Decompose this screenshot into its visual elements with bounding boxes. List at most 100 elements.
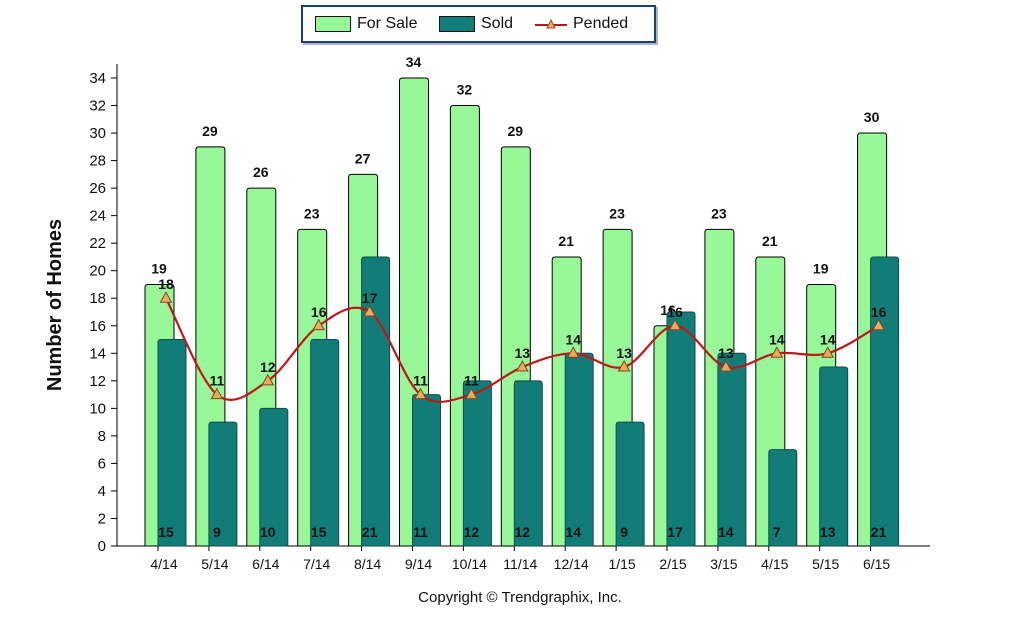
label-pended: 16 — [667, 304, 683, 320]
y-tick-label: 14 — [89, 345, 106, 362]
x-tick-label: 1/15 — [608, 556, 635, 572]
y-tick-label: 12 — [89, 373, 106, 390]
label-sold: 14 — [565, 524, 581, 540]
bar-sold — [310, 339, 340, 547]
label-pended: 14 — [820, 331, 836, 347]
label-sold: 12 — [515, 524, 531, 540]
bar-sold — [666, 311, 696, 547]
legend-label-for-sale: For Sale — [357, 15, 418, 32]
label-sold: 13 — [820, 524, 836, 540]
x-tick-label: 11/14 — [503, 556, 537, 572]
for-sale-swatch-icon — [315, 16, 351, 32]
label-sold: 10 — [260, 524, 276, 540]
legend-label-sold: Sold — [481, 15, 514, 32]
legend-item-for-sale: For Sale — [315, 15, 417, 33]
legend-label-pended: Pended — [573, 15, 629, 32]
label-for-sale: 23 — [711, 205, 727, 221]
bar-sold — [717, 352, 747, 547]
legend-item-pended: Pended — [533, 15, 628, 33]
bar-sold — [259, 407, 289, 547]
label-sold: 15 — [311, 524, 327, 540]
x-tick-label: 12/14 — [554, 556, 589, 572]
label-pended: 16 — [311, 304, 327, 320]
label-sold: 21 — [362, 524, 378, 540]
y-tick-label: 8 — [98, 428, 106, 445]
label-for-sale: 23 — [304, 205, 320, 221]
bar-sold — [870, 256, 900, 547]
label-for-sale: 23 — [609, 205, 625, 221]
y-tick-label: 34 — [89, 70, 106, 87]
x-tick-label: 9/14 — [405, 556, 432, 572]
pended-line-icon — [535, 18, 567, 29]
x-tick-label: 5/14 — [201, 556, 228, 572]
label-for-sale: 30 — [864, 109, 880, 125]
bar-sold — [564, 352, 594, 547]
copyright-text: Copyright © Trendgraphix, Inc. — [418, 589, 622, 606]
label-sold: 14 — [718, 524, 734, 540]
bar-sold — [615, 421, 645, 547]
label-sold: 9 — [620, 524, 628, 540]
x-tick-label: 3/15 — [710, 556, 737, 572]
label-for-sale: 21 — [762, 233, 778, 249]
y-tick-label: 32 — [89, 98, 106, 115]
y-tick-label: 10 — [89, 400, 106, 417]
marker-pended — [821, 346, 835, 358]
y-tick-label: 4 — [98, 483, 106, 500]
label-for-sale: 29 — [508, 123, 524, 139]
sold-swatch-icon — [439, 16, 475, 32]
bar-sold — [208, 421, 238, 547]
marker-pended — [261, 373, 275, 386]
label-sold: 9 — [213, 524, 221, 540]
label-sold: 11 — [413, 524, 428, 540]
y-axis-title: Number of Homes — [44, 219, 66, 391]
label-sold: 12 — [464, 524, 480, 540]
marker-pended — [515, 360, 529, 372]
bar-sold — [157, 339, 187, 547]
y-tick-label: 28 — [89, 153, 106, 170]
y-tick-label: 24 — [89, 208, 106, 225]
y-tick-label: 26 — [89, 180, 106, 197]
y-tick-label: 2 — [98, 510, 106, 527]
label-pended: 13 — [515, 345, 531, 361]
label-sold: 21 — [871, 524, 887, 540]
label-pended: 13 — [616, 345, 632, 361]
marker-pended — [312, 318, 326, 331]
label-for-sale: 21 — [558, 233, 574, 249]
x-tick-label: 7/14 — [303, 556, 330, 572]
label-pended: 16 — [871, 304, 887, 320]
label-for-sale: 32 — [457, 82, 473, 98]
label-for-sale: 19 — [813, 260, 829, 276]
label-sold: 15 — [158, 524, 174, 540]
y-tick-label: 30 — [89, 125, 106, 142]
label-for-sale: 27 — [355, 150, 371, 166]
bar-sold — [412, 394, 441, 547]
y-tick-label: 22 — [89, 235, 106, 252]
marker-pended — [719, 360, 733, 372]
x-tick-label: 5/15 — [812, 556, 839, 572]
label-pended: 13 — [718, 345, 734, 361]
marker-pended — [159, 291, 173, 303]
y-tick-label: 16 — [89, 318, 106, 335]
bar-sold — [819, 366, 849, 547]
marker-pended — [872, 318, 885, 331]
label-pended: 11 — [209, 373, 224, 389]
marker-pended — [617, 360, 631, 372]
y-tick-label: 18 — [89, 290, 106, 307]
x-tick-label: 6/14 — [252, 556, 279, 572]
marker-pended — [414, 387, 427, 400]
bar-sold — [768, 449, 798, 547]
marker-pended — [465, 387, 478, 400]
label-for-sale: 26 — [253, 164, 269, 180]
x-tick-label: 8/14 — [354, 556, 381, 572]
marker-pended — [668, 318, 682, 331]
label-sold: 7 — [773, 524, 781, 540]
x-tick-label: 6/15 — [863, 556, 890, 572]
legend-item-sold: Sold — [439, 15, 513, 33]
label-pended: 14 — [565, 331, 581, 347]
bar-sold — [462, 380, 492, 547]
label-sold: 17 — [667, 524, 683, 540]
x-tick-label: 10/14 — [452, 556, 487, 572]
marker-pended — [363, 304, 376, 317]
label-for-sale: 29 — [202, 123, 218, 139]
